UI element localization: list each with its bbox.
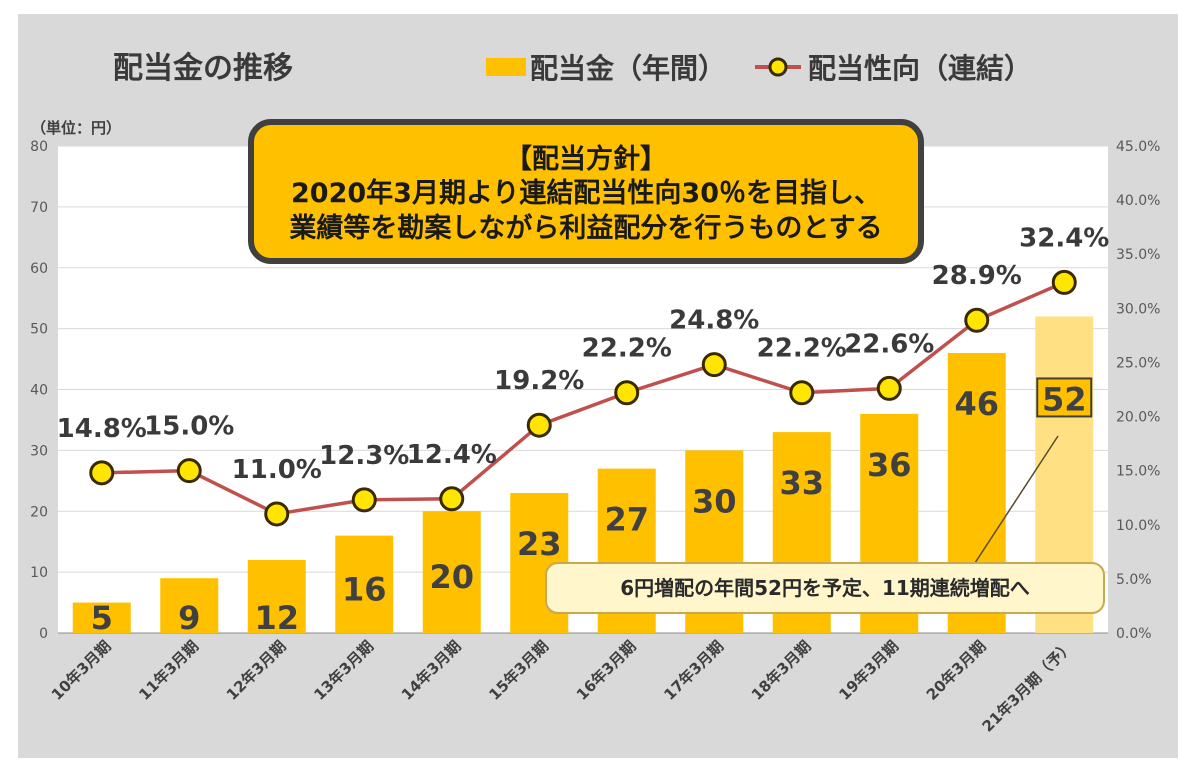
y2-tick-label: 10.0% (1116, 518, 1160, 534)
payout-marker (614, 380, 640, 406)
payout-marker (526, 412, 552, 438)
payout-marker (876, 375, 902, 401)
bar-value-label: 16 (342, 570, 387, 608)
bar-value-label: 30 (692, 482, 737, 520)
x-tick-label: 12年3月期 (223, 637, 290, 704)
y2-tick-label: 30.0% (1116, 301, 1160, 317)
bar-value-label: 33 (779, 464, 824, 502)
legend-line-label: 配当性向（連結） (808, 52, 1032, 85)
legend-marker-swatch (768, 57, 788, 77)
payout-line (101, 280, 1065, 516)
payout-marker (264, 501, 290, 527)
payout-value-label: 24.8% (669, 306, 759, 336)
callout-text: 6円増配の年間52円を予定、11期連続増配へ (620, 576, 1030, 600)
payout-value-label: 15.0% (144, 412, 234, 442)
x-tick-label: 16年3月期 (573, 637, 640, 704)
x-axis: 10年3月期 11年3月期 12年3月期 13年3月期 14年3月期 15年3月期 16年3… (48, 637, 1077, 736)
y2-tick-label: 40.0% (1116, 193, 1160, 209)
dividend-bar (160, 578, 219, 633)
legend-bar-swatch (486, 58, 526, 76)
callout-leader-line (972, 435, 1059, 567)
payout-value-label: 14.8% (57, 414, 147, 444)
y2-tick-label: 20.0% (1116, 410, 1160, 426)
y-tick-label: 30 (30, 443, 48, 459)
x-tick-label: 10年3月期 (48, 637, 115, 704)
policy-box: 【配当方針】 2020年3月期より連結配当性向30％を目指し、 業績等を勘案しな… (248, 119, 924, 264)
payout-marker (1051, 269, 1077, 295)
x-tick-label: 17年3月期 (660, 637, 727, 704)
payout-value-label: 22.2% (582, 334, 672, 364)
y-tick-label: 70 (30, 200, 48, 216)
payout-marker (176, 458, 202, 484)
payout-marker (439, 486, 465, 512)
payout-labels: 14.8%15.0%11.0%12.3%12.4%19.2%22.2%24.8%… (57, 223, 1110, 485)
policy-line-1: 2020年3月期より連結配当性向30％を目指し、 (291, 177, 881, 209)
y2-tick-label: 35.0% (1116, 247, 1160, 263)
y-tick-label: 10 (30, 565, 48, 581)
y-tick-label: 40 (30, 383, 48, 399)
x-tick-label: 21年3月期（予） (979, 637, 1078, 736)
payout-marker (89, 460, 115, 486)
bar-value-label: 12 (254, 599, 299, 637)
bar-value-label: 9 (178, 599, 200, 637)
bar-value-label: 36 (867, 446, 912, 484)
bar-value-label: 52 (1042, 380, 1087, 418)
payout-value-label: 12.4% (407, 440, 497, 470)
bar-value-label: 46 (954, 385, 999, 423)
payout-value-label: 32.4% (1019, 223, 1109, 253)
unit-label: （単位：円） (31, 119, 121, 137)
payout-value-label: 12.3% (319, 441, 409, 471)
x-tick-label: 13年3月期 (310, 637, 377, 704)
y2-tick-label: 5.0% (1116, 572, 1152, 588)
y-tick-label: 60 (30, 261, 48, 277)
y2-tick-label: 25.0% (1116, 355, 1160, 371)
x-tick-label: 14年3月期 (398, 637, 465, 704)
payout-line-series (89, 269, 1077, 527)
payout-value-label: 28.9% (932, 261, 1022, 291)
policy-title: 【配当方針】 (505, 143, 667, 175)
x-tick-label: 20年3月期 (923, 637, 990, 704)
y-tick-label: 80 (30, 139, 48, 155)
payout-value-label: 22.2% (757, 334, 847, 364)
y2-tick-label: 15.0% (1116, 464, 1160, 480)
y-axis-right: 0.0% 5.0% 10.0% 15.0% 20.0% 25.0% 30.0% 35.0% 40… (1116, 139, 1160, 642)
forecast-value-box (1036, 377, 1093, 418)
callout-box (545, 562, 1105, 614)
x-tick-label: 15年3月期 (485, 637, 552, 704)
policy-line-2: 業績等を勘案しながら利益配分を行うものとする (289, 212, 882, 244)
payout-value-label: 11.0% (232, 455, 322, 485)
x-tick-label: 19年3月期 (835, 637, 902, 704)
y2-tick-label: 45.0% (1116, 139, 1160, 155)
dividend-bar (72, 602, 131, 633)
x-tick-label: 18年3月期 (748, 637, 815, 704)
y-tick-label: 20 (30, 504, 48, 520)
forecast-callout: 6円増配の年間52円を予定、11期連続増配へ (545, 435, 1105, 614)
y-tick-label: 50 (30, 322, 48, 338)
x-tick-label: 11年3月期 (135, 637, 202, 704)
payout-marker (701, 352, 727, 378)
legend-bar-label: 配当金（年間） (530, 52, 726, 85)
payout-value-label: 19.2% (494, 366, 584, 396)
bar-value-label: 27 (604, 501, 649, 539)
dividend-chart: 配当金の推移 配当金（年間） 配当性向（連結） （単位：円） 0 10 20 30 40… (30, 51, 1160, 736)
chart-frame: 配当金の推移 配当金（年間） 配当性向（連結） （単位：円） 0 10 20 30 40… (18, 14, 1178, 758)
bar-value-labels: 5 9 12 16 20 23 27 30 33 36 46 52 (91, 377, 1093, 637)
y-axis-left: 0 10 20 30 40 50 60 70 80 (30, 139, 48, 642)
chart-title: 配当金の推移 (113, 51, 293, 86)
payout-marker (789, 380, 815, 406)
payout-marker (964, 307, 990, 333)
payout-marker (351, 487, 377, 513)
dividend-bar (422, 511, 481, 633)
payout-value-label: 22.6% (844, 329, 934, 359)
dividend-bar (247, 559, 306, 633)
dividend-bar (335, 535, 394, 633)
y2-tick-label: 0.0% (1116, 626, 1152, 642)
bar-value-label: 23 (517, 525, 562, 563)
y-tick-label: 0 (39, 626, 48, 642)
bar-value-label: 20 (429, 558, 474, 596)
bar-value-label: 5 (91, 599, 113, 637)
